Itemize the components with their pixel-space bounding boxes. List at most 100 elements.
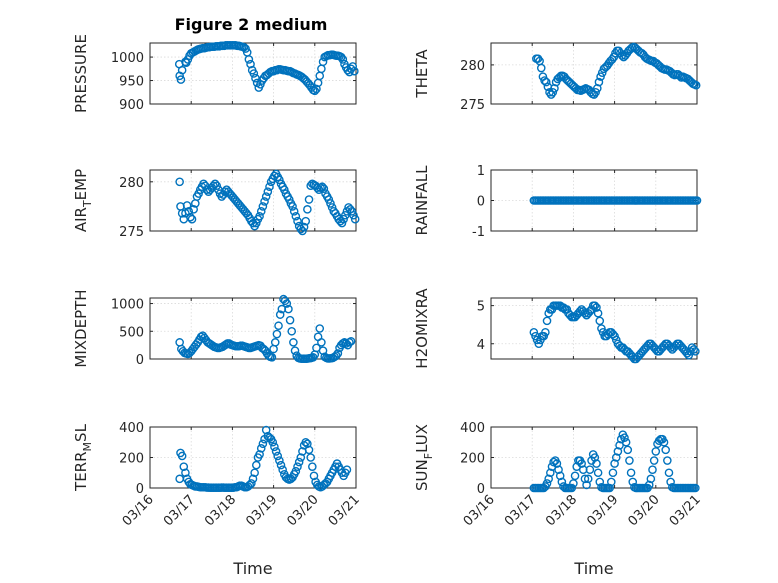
data-point bbox=[270, 338, 280, 347]
data-point bbox=[260, 197, 269, 206]
data-point bbox=[212, 181, 222, 191]
y-tick-label: 200 bbox=[460, 452, 485, 467]
grid-lines bbox=[150, 427, 356, 488]
data-point bbox=[258, 439, 268, 449]
y-axis-label: H2OMIXRA bbox=[413, 288, 431, 369]
data-point bbox=[607, 477, 616, 487]
y-axis-label: TERRMSL bbox=[72, 423, 94, 492]
data-point bbox=[570, 471, 580, 481]
data-point bbox=[179, 462, 189, 471]
y-tick-label: 900 bbox=[119, 98, 144, 113]
data-point bbox=[177, 65, 187, 75]
data-point bbox=[298, 226, 307, 236]
data-point bbox=[340, 210, 350, 220]
y-tick-label: 4 bbox=[477, 338, 485, 353]
data-point bbox=[289, 207, 299, 216]
data-point bbox=[273, 451, 283, 461]
y-axis-label: RAINFALL bbox=[413, 165, 431, 236]
y-tick-label: 950 bbox=[119, 75, 144, 90]
axes-box bbox=[149, 42, 357, 105]
data-point bbox=[333, 349, 343, 358]
x-axis-label: Time bbox=[573, 559, 613, 578]
y-axis-label-subscript: M bbox=[81, 442, 94, 452]
data-point bbox=[691, 347, 700, 356]
data-point bbox=[689, 345, 699, 354]
data-point bbox=[691, 483, 700, 493]
data-point bbox=[282, 299, 292, 308]
data-point bbox=[580, 308, 590, 318]
x-tick-label: 03/19 bbox=[584, 492, 621, 529]
data-point bbox=[181, 57, 190, 67]
axes-box bbox=[149, 169, 357, 232]
data-point bbox=[319, 184, 329, 193]
y-tick-label: 500 bbox=[119, 325, 144, 340]
data-point bbox=[256, 444, 266, 453]
data-point bbox=[267, 353, 277, 362]
data-point bbox=[349, 210, 358, 220]
y-tick-label: 400 bbox=[460, 421, 485, 436]
data-point bbox=[261, 425, 271, 435]
data-point bbox=[247, 479, 256, 488]
data-point bbox=[303, 205, 312, 214]
air-temp-axes: 275 280 AIRTEMP bbox=[72, 169, 360, 240]
data-point bbox=[189, 205, 198, 214]
data-point bbox=[312, 84, 321, 94]
data-point bbox=[620, 433, 629, 442]
y-tick-label: 200 bbox=[119, 452, 144, 467]
data-point bbox=[249, 69, 259, 78]
data-point bbox=[317, 338, 326, 347]
y-axis-label: AIRTEMP bbox=[72, 169, 94, 232]
data-point bbox=[692, 196, 702, 205]
data-point bbox=[348, 62, 358, 71]
data-point bbox=[552, 459, 562, 468]
data-point bbox=[617, 51, 627, 60]
data-point bbox=[176, 75, 186, 84]
data-point bbox=[293, 462, 302, 471]
data-point bbox=[651, 447, 661, 456]
data-point bbox=[299, 222, 309, 232]
data-point bbox=[318, 346, 328, 355]
rainfall-axes: -1 0 1 RAINFALL bbox=[413, 164, 702, 240]
data-point bbox=[258, 202, 268, 211]
data-point bbox=[220, 187, 230, 196]
data-point bbox=[347, 207, 357, 216]
data-point bbox=[590, 301, 600, 310]
data-point bbox=[251, 218, 261, 228]
y-axis-label-part: LUX bbox=[413, 424, 431, 453]
y-tick-label: 1000 bbox=[111, 51, 144, 66]
y-tick-label: 0 bbox=[136, 482, 144, 497]
grid-lines bbox=[150, 170, 356, 231]
data-point bbox=[175, 177, 184, 187]
data-point bbox=[331, 351, 341, 360]
data-point bbox=[577, 459, 586, 468]
data-point bbox=[255, 211, 264, 221]
data-point bbox=[306, 453, 315, 462]
data-point bbox=[246, 59, 255, 69]
y-axis-label: PRESSURE bbox=[72, 34, 90, 113]
data-point bbox=[605, 483, 614, 493]
data-point bbox=[202, 185, 212, 194]
data-point bbox=[270, 442, 279, 452]
data-point bbox=[663, 456, 672, 465]
y-tick-label: 0 bbox=[477, 195, 485, 210]
data-point bbox=[608, 468, 618, 478]
y-axis-label: SUNFLUX bbox=[413, 424, 435, 491]
mixdepth-axes: 0 500 1000 MIXDEPTH bbox=[72, 289, 357, 368]
y-tick-label: 0 bbox=[136, 353, 144, 368]
data-point bbox=[664, 468, 674, 478]
data-point bbox=[275, 456, 284, 465]
data-point bbox=[303, 439, 312, 449]
data-point bbox=[280, 185, 289, 194]
data-point bbox=[346, 336, 356, 346]
data-point bbox=[350, 214, 360, 224]
y-tick-label: 1 bbox=[477, 164, 485, 179]
data-point bbox=[593, 308, 603, 318]
data-point bbox=[271, 447, 281, 456]
data-point bbox=[544, 474, 553, 484]
data-point bbox=[582, 480, 591, 490]
data-point bbox=[175, 474, 184, 484]
data-point bbox=[541, 77, 551, 87]
data-point bbox=[626, 468, 636, 478]
data-point bbox=[310, 86, 320, 96]
data-point bbox=[276, 460, 286, 470]
